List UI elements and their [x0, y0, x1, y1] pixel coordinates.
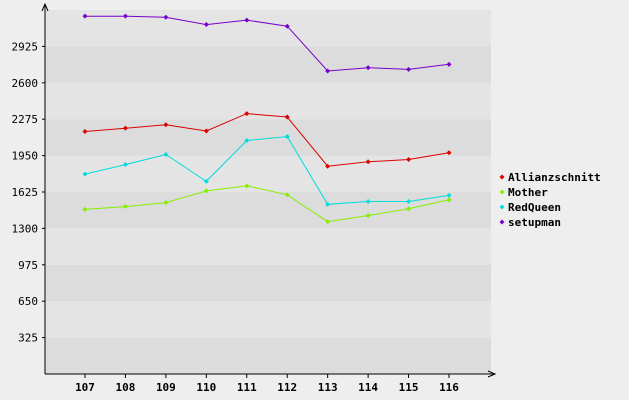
data-point — [284, 192, 290, 198]
y-axis-arrow-icon — [41, 2, 49, 12]
grid-band — [45, 46, 491, 83]
data-point — [365, 199, 371, 205]
x-tick-label: 113 — [318, 381, 338, 394]
data-point — [122, 13, 128, 19]
x-tick-label: 110 — [196, 381, 216, 394]
data-point — [406, 66, 412, 72]
grid-band — [45, 119, 491, 156]
data-point — [203, 178, 209, 184]
grid-band — [45, 264, 491, 302]
x-tick-label: 116 — [439, 381, 459, 394]
grid-band — [45, 228, 491, 265]
data-point — [82, 129, 88, 135]
legend-label: Mother — [508, 186, 548, 199]
plot-bands — [45, 10, 491, 374]
data-point — [406, 157, 412, 163]
data-point — [163, 200, 169, 206]
grid-band — [45, 155, 491, 192]
y-tick-label: 2925 — [12, 40, 39, 53]
data-point — [163, 122, 169, 128]
data-point — [406, 199, 412, 205]
legend-marker-icon — [499, 189, 505, 195]
legend-item: RedQueen — [499, 201, 561, 214]
series-setupman — [82, 13, 452, 74]
grid-band — [45, 192, 491, 229]
series-redqueen — [82, 134, 452, 207]
data-point — [203, 188, 209, 194]
legend-item: setupman — [499, 216, 561, 229]
legend: Allianzschnitt Mother RedQueen setupman — [499, 171, 601, 229]
legend-item: Allianzschnitt — [499, 171, 601, 184]
axes — [41, 2, 497, 378]
y-tick-label: 1625 — [12, 186, 39, 199]
grid-band — [45, 82, 491, 120]
series-line — [84, 136, 450, 205]
legend-label: Allianzschnitt — [508, 171, 601, 184]
data-point — [122, 125, 128, 131]
data-point — [284, 134, 290, 140]
data-point — [163, 14, 169, 20]
series-line — [84, 113, 450, 167]
y-tick-label: 325 — [18, 332, 38, 345]
x-tick-label: 114 — [358, 381, 378, 394]
data-point — [325, 219, 331, 225]
data-point — [244, 17, 250, 23]
data-point — [406, 206, 412, 212]
legend-marker-icon — [499, 219, 505, 225]
grid-band — [45, 337, 491, 374]
x-tick-label: 108 — [116, 381, 136, 394]
data-point — [446, 192, 452, 198]
data-point — [244, 183, 250, 189]
data-point — [203, 128, 209, 134]
data-point — [244, 137, 250, 143]
series-line — [85, 15, 450, 72]
x-tick-label: 109 — [156, 381, 176, 394]
y-tick-label: 650 — [18, 295, 38, 308]
data-point — [365, 213, 371, 219]
data-point — [284, 23, 290, 29]
data-point — [163, 151, 169, 157]
grid-band — [45, 301, 491, 338]
grid-band — [45, 10, 491, 47]
y-tick-label: 1950 — [12, 150, 39, 163]
data-point — [244, 111, 250, 117]
y-tick-label: 975 — [18, 259, 38, 272]
legend-label: RedQueen — [508, 201, 561, 214]
x-tick-label: 111 — [237, 381, 257, 394]
data-point — [82, 206, 88, 212]
data-point — [365, 65, 371, 71]
data-point — [325, 68, 331, 74]
data-point — [122, 204, 128, 210]
legend-item: Mother — [499, 186, 548, 199]
legend-marker-icon — [499, 174, 505, 180]
legend-label: setupman — [508, 216, 561, 229]
data-point — [82, 171, 88, 177]
data-point — [365, 159, 371, 165]
x-tick-label: 107 — [75, 381, 95, 394]
data-point — [446, 150, 452, 156]
data-point — [203, 22, 209, 28]
data-point — [82, 13, 88, 19]
x-axis-ticks: 107 108 109 110 111 112 113 114 115 116 — [75, 374, 459, 394]
y-tick-label: 2275 — [12, 113, 39, 126]
data-point — [122, 162, 128, 168]
series-mother — [82, 183, 452, 225]
data-point — [325, 201, 331, 207]
series-allianzschnitt — [82, 111, 452, 169]
data-point — [284, 114, 290, 120]
data-point — [446, 197, 452, 203]
data-point — [446, 61, 452, 67]
y-axis-ticks: 325 650 975 1300 1625 1950 2275 2600 2925 — [12, 40, 45, 345]
x-axis-arrow-icon — [487, 370, 497, 378]
x-tick-label: 112 — [277, 381, 297, 394]
series-group — [82, 13, 452, 225]
y-tick-label: 1300 — [12, 222, 39, 235]
legend-marker-icon — [499, 204, 505, 210]
x-tick-label: 115 — [399, 381, 419, 394]
series-line — [84, 185, 450, 223]
data-point — [325, 163, 331, 169]
y-tick-label: 2600 — [12, 77, 39, 90]
